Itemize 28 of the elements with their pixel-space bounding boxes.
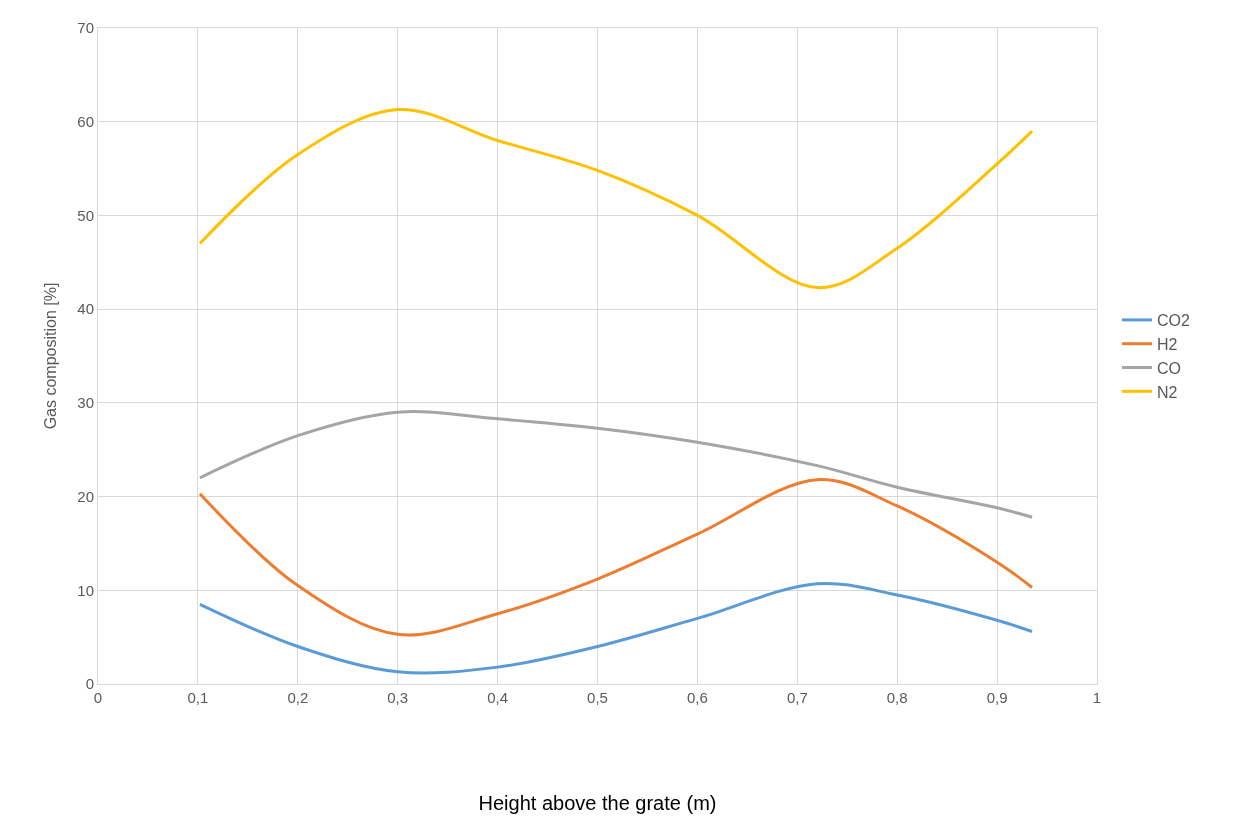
- legend-label: CO2: [1156, 312, 1190, 330]
- y-axis-title: Gas composition [%]: [42, 282, 59, 430]
- legend-label: H2: [1156, 335, 1178, 353]
- line-series: [198, 108, 1034, 290]
- y-tick-label: 0: [85, 675, 94, 693]
- y-tick-label: 70: [77, 19, 94, 37]
- x-tick-label: 0,6: [686, 689, 708, 706]
- x-tick-label: 0,4: [487, 689, 509, 706]
- y-tick-label: 10: [77, 581, 94, 599]
- x-tick-label: 0,3: [387, 689, 409, 706]
- x-tick-label: 0,1: [187, 689, 209, 706]
- line-series: [198, 581, 1034, 675]
- x-tick-label: 0,2: [287, 689, 309, 706]
- y-tick-label: 20: [77, 487, 94, 505]
- legend-label: N2: [1156, 383, 1178, 401]
- y-tick-label: 30: [77, 394, 94, 412]
- line-series: [198, 478, 1034, 637]
- x-tick-label: 1: [1092, 689, 1102, 706]
- x-axis-title: Height above the grate (m): [478, 791, 717, 814]
- x-tick-label: 0,8: [886, 689, 908, 706]
- x-tick-label: 0,7: [786, 689, 808, 706]
- y-tick-label: 50: [77, 206, 94, 224]
- line-series: [198, 410, 1034, 519]
- y-tick-label: 40: [77, 300, 94, 318]
- x-tick-label: 0,9: [986, 689, 1008, 706]
- x-tick-label: 0,5: [587, 689, 608, 706]
- legend-label: CO: [1156, 359, 1181, 377]
- y-tick-label: 60: [77, 112, 94, 130]
